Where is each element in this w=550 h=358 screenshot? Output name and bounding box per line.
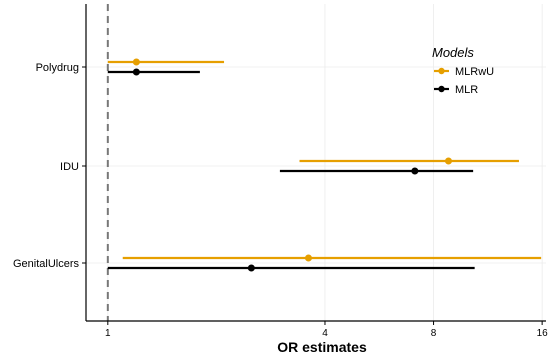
x-tick-label: 8 (431, 328, 437, 339)
x-axis: 1 4 8 16 (105, 321, 548, 339)
legend-key-point (438, 85, 445, 93)
point-estimate (247, 264, 255, 272)
x-tick-label: 4 (322, 328, 328, 339)
legend-title: Models (432, 45, 474, 60)
grid-lines (86, 4, 546, 321)
y-tick-label: GenitalUlcers (13, 258, 80, 270)
data-marks (107, 58, 542, 272)
legend-item-label: MLRwU (455, 66, 494, 78)
x-tick-label: 16 (537, 328, 549, 339)
y-tick-label: IDU (60, 161, 79, 173)
legend-item-label: MLR (455, 84, 478, 96)
x-axis-title: OR estimates (277, 339, 367, 355)
y-tick-label: Polydrug (36, 62, 79, 74)
point-estimate (132, 58, 140, 66)
point-estimate (304, 254, 312, 262)
point-estimate (411, 167, 419, 175)
legend: Models MLRwU MLR (432, 45, 494, 96)
point-estimate (132, 68, 140, 76)
point-estimate (444, 157, 452, 165)
y-axis: Polydrug IDU GenitalUlcers (13, 62, 86, 270)
legend-key-point (438, 67, 445, 75)
x-tick-label: 1 (105, 328, 111, 339)
